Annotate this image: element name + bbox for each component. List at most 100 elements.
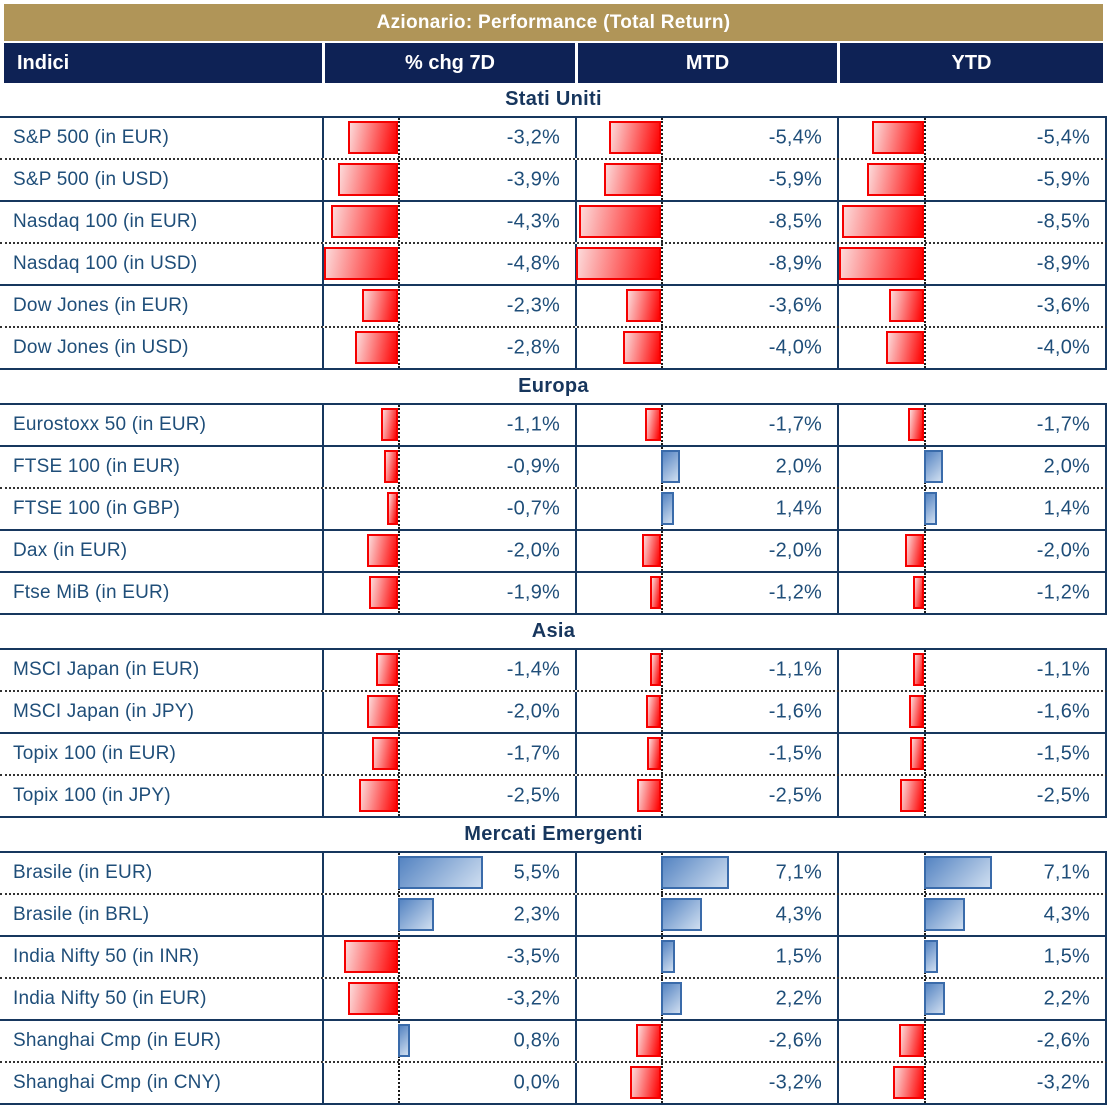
value-chg7d: -3,9% xyxy=(506,168,560,191)
negative-performance-bar xyxy=(367,695,398,728)
table-title-bar: Azionario: Performance (Total Return) xyxy=(4,4,1103,41)
table-row: S&P 500 (in EUR) -3,2% -5,4% -5,4% xyxy=(0,118,1107,160)
zero-baseline xyxy=(398,776,400,816)
zero-baseline xyxy=(924,1063,926,1103)
value-mtd: -5,9% xyxy=(768,168,822,191)
column-header-ytd: YTD xyxy=(837,43,1103,83)
value-ytd: -1,2% xyxy=(1036,581,1090,604)
value-ytd: -1,1% xyxy=(1036,658,1090,681)
value-cell-ytd: -1,5% xyxy=(837,734,1105,774)
negative-performance-bar xyxy=(904,534,924,567)
negative-performance-bar xyxy=(872,121,924,154)
negative-performance-bar xyxy=(367,534,398,567)
value-cell-mtd: -2,5% xyxy=(575,776,837,816)
value-mtd: 2,0% xyxy=(775,455,822,478)
value-ytd: 4,3% xyxy=(1043,903,1090,926)
zero-baseline xyxy=(398,489,400,529)
value-cell-chg7d: 2,3% xyxy=(322,895,575,935)
zero-baseline xyxy=(398,202,400,242)
table-row: Shanghai Cmp (in CNY) 0,0% -3,2% -3,2% xyxy=(0,1063,1107,1105)
negative-performance-bar xyxy=(604,163,661,196)
positive-performance-bar xyxy=(661,856,730,889)
negative-performance-bar xyxy=(384,450,398,483)
table-row: Nasdaq 100 (in EUR) -4,3% -8,5% -8,5% xyxy=(0,202,1107,244)
value-cell-chg7d: -2,0% xyxy=(322,531,575,571)
table-row: India Nifty 50 (in EUR) -3,2% 2,2% 2,2% xyxy=(0,979,1107,1021)
negative-performance-bar xyxy=(650,653,661,686)
negative-performance-bar xyxy=(626,289,661,322)
value-mtd: 1,4% xyxy=(775,497,822,520)
value-chg7d: -2,0% xyxy=(506,700,560,723)
zero-baseline xyxy=(661,244,663,284)
column-header-mtd: MTD xyxy=(575,43,837,83)
zero-baseline xyxy=(398,937,400,977)
zero-baseline xyxy=(661,328,663,368)
positive-performance-bar xyxy=(398,898,434,931)
value-mtd: 7,1% xyxy=(775,861,822,884)
column-header-row: Indici % chg 7D MTD YTD xyxy=(4,43,1103,83)
negative-performance-bar xyxy=(907,408,924,441)
table-row: Shanghai Cmp (in EUR) 0,8% -2,6% -2,6% xyxy=(0,1021,1107,1063)
value-cell-mtd: -3,2% xyxy=(575,1063,837,1103)
value-ytd: 7,1% xyxy=(1043,861,1090,884)
value-cell-ytd: 2,2% xyxy=(837,979,1105,1019)
table-row: India Nifty 50 (in INR) -3,5% 1,5% 1,5% xyxy=(0,937,1107,979)
positive-performance-bar xyxy=(924,450,944,483)
zero-baseline xyxy=(661,692,663,732)
table-row: Brasile (in EUR) 5,5% 7,1% 7,1% xyxy=(0,853,1107,895)
index-label: Dow Jones (in USD) xyxy=(13,337,189,358)
zero-baseline xyxy=(661,531,663,571)
zero-baseline xyxy=(924,692,926,732)
zero-baseline xyxy=(924,118,926,158)
zero-baseline xyxy=(661,734,663,774)
table-body: Stati Uniti S&P 500 (in EUR) -3,2% -5,4% -5,… xyxy=(0,83,1107,1105)
value-mtd: -1,2% xyxy=(768,581,822,604)
section-title-mercati-emergenti: Mercati Emergenti xyxy=(0,818,1107,853)
negative-performance-bar xyxy=(885,331,924,364)
value-cell-mtd: -5,4% xyxy=(575,118,837,158)
value-chg7d: -1,7% xyxy=(506,742,560,765)
value-chg7d: -4,3% xyxy=(506,210,560,233)
value-cell-chg7d: -2,5% xyxy=(322,776,575,816)
negative-performance-bar xyxy=(899,1024,924,1057)
section-title-europa: Europa xyxy=(0,370,1107,405)
negative-performance-bar xyxy=(641,534,661,567)
value-cell-chg7d: -2,3% xyxy=(322,286,575,326)
index-label: Dow Jones (in EUR) xyxy=(13,295,189,316)
table-row: MSCI Japan (in JPY) -2,0% -1,6% -1,6% xyxy=(0,692,1107,734)
negative-performance-bar xyxy=(889,289,924,322)
zero-baseline xyxy=(661,118,663,158)
negative-performance-bar xyxy=(867,163,924,196)
zero-baseline xyxy=(398,160,400,200)
section-title-stati-uniti: Stati Uniti xyxy=(0,83,1107,118)
negative-performance-bar xyxy=(387,492,398,525)
value-ytd: -3,6% xyxy=(1036,294,1090,317)
negative-performance-bar xyxy=(644,408,661,441)
value-mtd: 2,2% xyxy=(775,987,822,1010)
value-ytd: 1,4% xyxy=(1043,497,1090,520)
zero-baseline xyxy=(398,1063,400,1103)
value-cell-ytd: -1,1% xyxy=(837,650,1105,690)
value-cell-chg7d: -1,7% xyxy=(322,734,575,774)
positive-performance-bar xyxy=(661,982,683,1015)
zero-baseline xyxy=(398,405,400,445)
value-cell-mtd: 2,2% xyxy=(575,979,837,1019)
negative-performance-bar xyxy=(900,779,924,812)
value-ytd: -1,5% xyxy=(1036,742,1090,765)
negative-performance-bar xyxy=(331,205,398,238)
table-row: Topix 100 (in EUR) -1,7% -1,5% -1,5% xyxy=(0,734,1107,776)
value-cell-mtd: -2,0% xyxy=(575,531,837,571)
positive-performance-bar xyxy=(398,856,484,889)
value-mtd: -5,4% xyxy=(768,126,822,149)
value-chg7d: -1,9% xyxy=(506,581,560,604)
negative-performance-bar xyxy=(893,1066,924,1099)
index-label: Shanghai Cmp (in CNY) xyxy=(13,1072,222,1093)
value-mtd: -2,6% xyxy=(768,1029,822,1052)
zero-baseline xyxy=(924,531,926,571)
value-chg7d: -4,8% xyxy=(506,252,560,275)
zero-baseline xyxy=(924,650,926,690)
value-cell-chg7d: -2,0% xyxy=(322,692,575,732)
value-cell-chg7d: -0,9% xyxy=(322,447,575,487)
negative-performance-bar xyxy=(909,737,924,770)
